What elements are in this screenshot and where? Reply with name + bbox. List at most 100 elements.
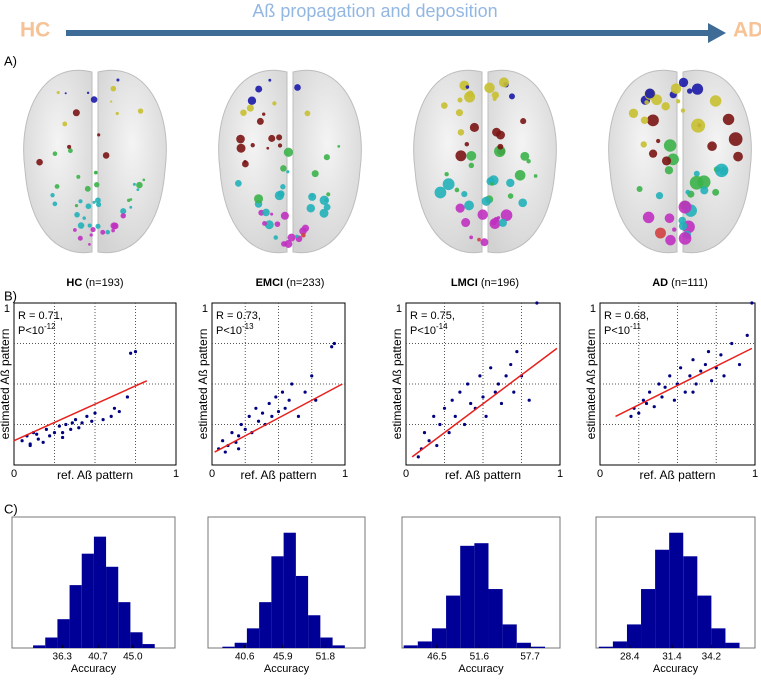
node-sphere (644, 88, 655, 99)
point (496, 382, 500, 386)
point (93, 411, 97, 415)
node-sphere (466, 150, 477, 161)
point (290, 382, 294, 386)
point (722, 374, 726, 378)
node-sphere (457, 97, 463, 103)
node-sphere (52, 151, 58, 157)
bar (697, 595, 712, 648)
node-sphere (295, 234, 299, 239)
node-sphere (87, 223, 92, 228)
node-sphere (304, 110, 311, 117)
bar (33, 645, 46, 648)
point (660, 395, 664, 399)
node-sphere (115, 111, 119, 116)
node-sphere (481, 196, 491, 206)
point (484, 414, 488, 418)
node-sphere (484, 82, 495, 94)
point (80, 421, 84, 425)
point (52, 431, 57, 435)
hemisphere (608, 69, 678, 254)
node-sphere (253, 194, 264, 204)
header-left: HC (20, 19, 50, 42)
node-sphere (664, 213, 675, 224)
node-sphere (262, 221, 267, 226)
node-sphere (306, 204, 316, 213)
node-sphere (469, 122, 480, 133)
node-sphere (324, 197, 329, 202)
node-sphere (661, 102, 670, 111)
point (77, 426, 81, 430)
bar (106, 566, 119, 648)
point (710, 379, 714, 383)
bar (598, 646, 613, 648)
node-sphere (93, 170, 98, 175)
node-sphere (276, 134, 283, 141)
x-tick-label: 40.7 (88, 652, 108, 663)
point (90, 419, 94, 423)
point (694, 382, 698, 386)
bar (669, 532, 684, 648)
bar (246, 628, 260, 648)
node-sphere (465, 85, 470, 89)
node-sphere (457, 129, 465, 136)
node-sphere (82, 216, 86, 220)
node-sphere (628, 108, 639, 118)
point (745, 333, 749, 337)
point (237, 447, 241, 451)
node-sphere (110, 100, 113, 103)
node-sphere (689, 175, 704, 190)
node-sphere (274, 221, 281, 227)
point (274, 395, 278, 399)
point (504, 374, 508, 378)
node-sphere (691, 83, 704, 95)
point (35, 432, 39, 436)
group-label: EMCI (n=233) (256, 277, 325, 289)
point (230, 431, 234, 435)
point (512, 390, 516, 394)
node-sphere (656, 138, 661, 144)
group-n: (n=111) (671, 277, 708, 289)
node-sphere (266, 146, 270, 150)
node-sphere (280, 184, 286, 190)
point (28, 442, 32, 446)
hemisphere (292, 69, 362, 254)
p-annotation: P<10-11 (604, 322, 642, 337)
node-sphere (518, 198, 528, 208)
bar (271, 556, 284, 648)
node-sphere (664, 166, 674, 175)
group-name: LMCI (451, 277, 478, 289)
bar (626, 624, 642, 648)
node-sphere (262, 208, 270, 217)
point (36, 437, 40, 441)
group-n: (n=233) (286, 277, 324, 289)
point (663, 385, 667, 389)
node-sphere (647, 114, 659, 127)
point (280, 390, 285, 394)
x-tick-label: 57.7 (520, 652, 540, 663)
node-sphere (62, 121, 68, 127)
node-sphere (533, 174, 538, 178)
node-sphere (77, 235, 83, 241)
node-sphere (85, 203, 92, 210)
node-sphere (102, 152, 110, 159)
node-sphere (294, 84, 301, 91)
r-annotation: R = 0.71, (18, 310, 63, 322)
bar (118, 602, 131, 648)
point (270, 414, 274, 418)
node-sphere (90, 226, 96, 233)
point (267, 401, 271, 406)
brain (23, 69, 167, 254)
node-sphere (136, 188, 140, 192)
point (125, 395, 129, 399)
node-sphere (477, 209, 488, 220)
node-sphere (676, 99, 681, 104)
node-sphere (264, 220, 274, 230)
node-sphere (64, 92, 67, 95)
node-sphere (686, 88, 693, 94)
group-n: (n=193) (85, 277, 123, 289)
node-sphere (110, 85, 117, 92)
node-sphere (707, 141, 717, 152)
point (427, 439, 431, 443)
node-sphere (636, 186, 643, 193)
point (260, 411, 265, 415)
